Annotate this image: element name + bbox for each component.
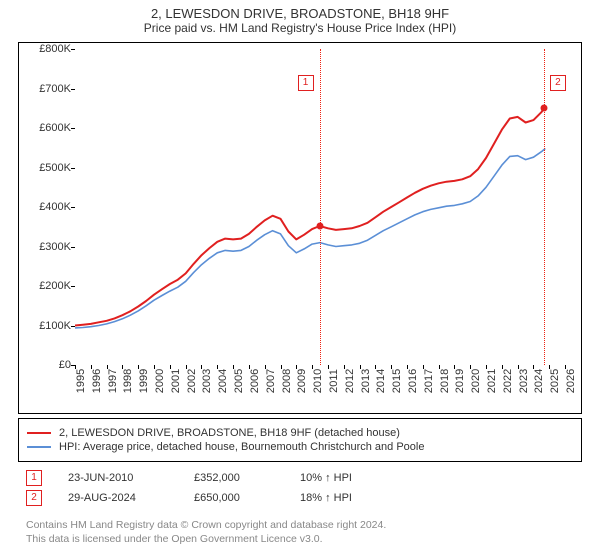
marker-label-box: 1 — [298, 75, 314, 91]
y-axis-label: £0 — [23, 359, 71, 371]
legend-row: 2, LEWESDON DRIVE, BROADSTONE, BH18 9HF … — [27, 427, 573, 439]
transactions-table: 1 23-JUN-2010 £352,000 10% ↑ HPI 2 29-AUG-202… — [18, 460, 582, 516]
legend-row: HPI: Average price, detached house, Bour… — [27, 441, 573, 453]
y-axis-label: £100K — [23, 320, 71, 332]
transaction-date: 23-JUN-2010 — [68, 472, 168, 484]
marker-dot — [316, 222, 323, 229]
y-axis-label: £800K — [23, 43, 71, 55]
transaction-pct: 18% ↑ HPI — [300, 492, 360, 504]
y-axis-label: £700K — [23, 83, 71, 95]
marker-line — [320, 49, 321, 365]
chart-title: 2, LEWESDON DRIVE, BROADSTONE, BH18 9HF — [0, 0, 600, 21]
credits-line: Contains HM Land Registry data © Crown c… — [26, 518, 574, 532]
transaction-id-box: 1 — [26, 470, 42, 486]
transaction-row: 1 23-JUN-2010 £352,000 10% ↑ HPI — [26, 470, 574, 486]
chart-frame: 12 £0£100K£200K£300K£400K£500K£600K£700K… — [18, 42, 582, 414]
transaction-price: £650,000 — [194, 492, 274, 504]
marker-line — [544, 49, 545, 365]
x-axis-label: 2026 — [565, 369, 597, 393]
chart-subtitle: Price paid vs. HM Land Registry's House … — [0, 21, 600, 39]
y-axis-label: £200K — [23, 280, 71, 292]
plot-area: 12 — [75, 49, 573, 365]
transaction-row: 2 29-AUG-2024 £650,000 18% ↑ HPI — [26, 490, 574, 506]
plot-svg — [75, 49, 573, 365]
y-axis-label: £500K — [23, 162, 71, 174]
transaction-id-box: 2 — [26, 490, 42, 506]
y-axis-label: £400K — [23, 201, 71, 213]
legend: 2, LEWESDON DRIVE, BROADSTONE, BH18 9HF … — [18, 418, 582, 462]
credits-line: This data is licensed under the Open Gov… — [26, 532, 574, 546]
transaction-price: £352,000 — [194, 472, 274, 484]
y-axis-label: £600K — [23, 122, 71, 134]
data-credits: Contains HM Land Registry data © Crown c… — [26, 518, 574, 546]
marker-label-box: 2 — [550, 75, 566, 91]
legend-label: 2, LEWESDON DRIVE, BROADSTONE, BH18 9HF … — [59, 427, 400, 439]
transaction-suffix: HPI — [331, 492, 352, 504]
transaction-date: 29-AUG-2024 — [68, 492, 168, 504]
y-axis-label: £300K — [23, 241, 71, 253]
x-axis-labels: 1995199619971998199920002001200220032004… — [75, 373, 573, 413]
legend-label: HPI: Average price, detached house, Bour… — [59, 441, 424, 453]
legend-swatch — [27, 432, 51, 434]
legend-swatch — [27, 446, 51, 448]
marker-dot — [540, 105, 547, 112]
transaction-pct: 10% ↑ HPI — [300, 472, 360, 484]
series-line — [75, 108, 544, 325]
transaction-suffix: HPI — [331, 472, 352, 484]
